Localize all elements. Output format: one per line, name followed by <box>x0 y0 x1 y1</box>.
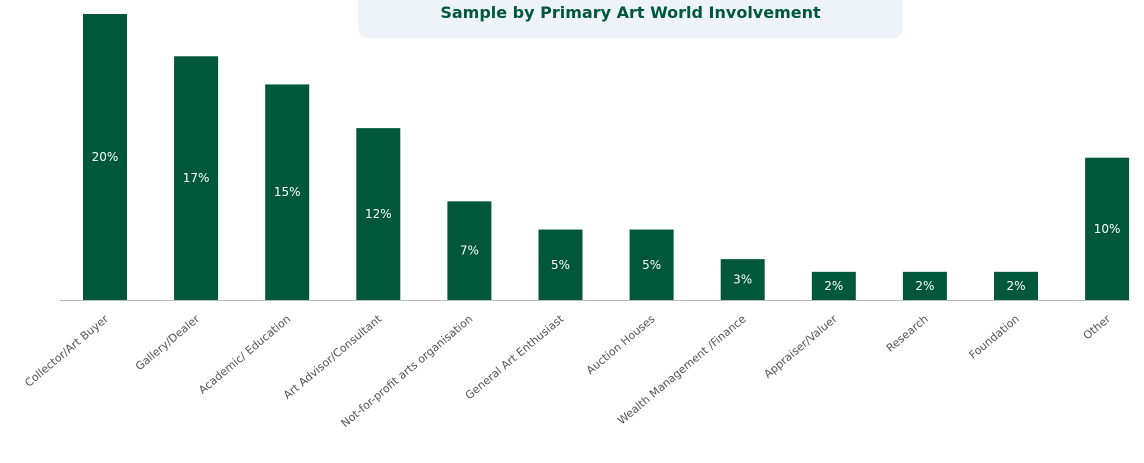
bar <box>447 201 492 300</box>
category-label: Foundation <box>967 312 1022 361</box>
bar <box>538 229 583 300</box>
bar-value-label: 5% <box>642 258 661 272</box>
bar-value-label: 3% <box>733 273 752 287</box>
bar-value-label: 2% <box>1006 279 1025 293</box>
bar <box>811 271 856 300</box>
category-label: Appraiser/Valuer <box>761 312 840 381</box>
bar-value-label: 2% <box>824 279 843 293</box>
bar-value-label: 10% <box>1094 222 1121 236</box>
bar <box>174 56 219 301</box>
chart-title-box: Sample by Primary Art World Involvement <box>358 0 903 38</box>
bar <box>265 84 310 300</box>
bar-value-label: 20% <box>92 150 119 164</box>
bar <box>902 271 947 300</box>
category-label: Gallery/Dealer <box>133 312 202 373</box>
category-label: Auction Houses <box>584 312 658 377</box>
bar-value-label: 15% <box>274 185 301 199</box>
bar <box>356 128 401 300</box>
category-label: Research <box>884 312 931 354</box>
chart-title: Sample by Primary Art World Involvement <box>440 2 821 22</box>
bar-value-label: 12% <box>365 207 392 221</box>
category-label: General Art Enthusiast <box>463 312 567 402</box>
bar <box>720 259 765 300</box>
category-label: Collector/Art Buyer <box>22 312 111 390</box>
category-label: Academic/ Education <box>196 312 293 396</box>
bar <box>994 271 1038 300</box>
bar <box>1085 157 1130 300</box>
bar-value-label: 5% <box>551 258 570 272</box>
bar-value-label: 7% <box>460 244 479 258</box>
bar-value-label: 2% <box>915 279 934 293</box>
bar <box>83 14 127 300</box>
bar <box>629 229 674 300</box>
category-label: Art Advisor/Consultant <box>281 312 385 402</box>
category-label: Other <box>1081 312 1114 342</box>
bar-value-label: 17% <box>183 171 210 185</box>
